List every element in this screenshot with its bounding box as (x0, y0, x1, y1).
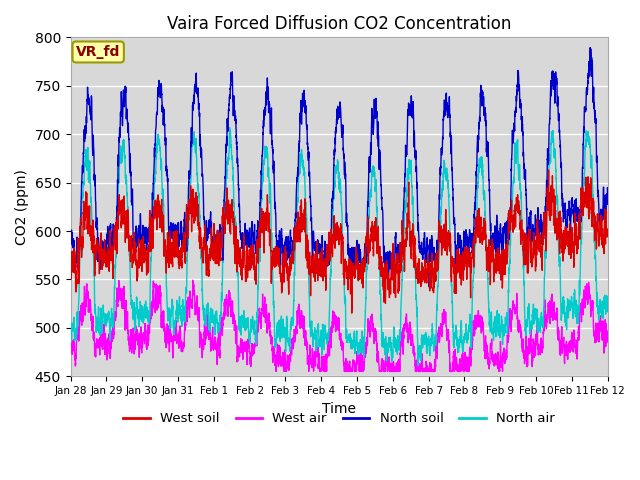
Title: Vaira Forced Diffusion CO2 Concentration: Vaira Forced Diffusion CO2 Concentration (167, 15, 511, 33)
Text: VR_fd: VR_fd (76, 45, 120, 59)
Y-axis label: CO2 (ppm): CO2 (ppm) (15, 169, 29, 245)
Legend: West soil, West air, North soil, North air: West soil, West air, North soil, North a… (118, 407, 560, 431)
X-axis label: Time: Time (322, 402, 356, 416)
